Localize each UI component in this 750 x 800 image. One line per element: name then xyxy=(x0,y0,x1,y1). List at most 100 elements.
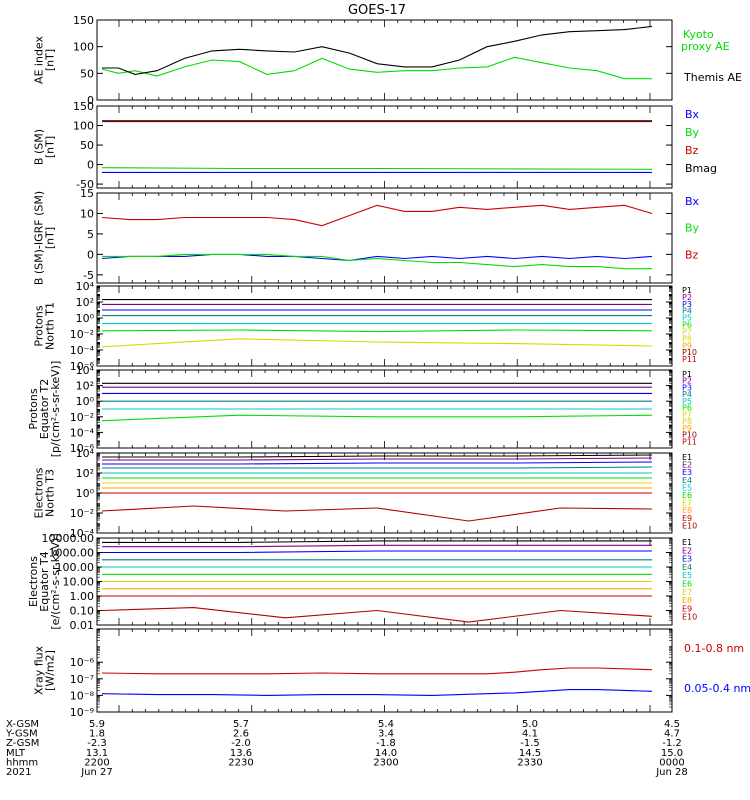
y-axis-label: Equator T4 xyxy=(38,551,51,611)
legend-item: E3 xyxy=(682,468,692,477)
footer-cell: 2330 xyxy=(517,757,542,768)
y-tick-label: 10⁻⁴ xyxy=(70,426,95,439)
footer-cell: -2.0 xyxy=(231,738,251,749)
footer-cell: 1.8 xyxy=(89,729,105,740)
chart-title: GOES-17 xyxy=(348,3,406,18)
y-tick-label: 10⁴ xyxy=(76,447,95,460)
legend-item: E6 xyxy=(682,491,692,500)
legend-item: E3 xyxy=(682,555,692,564)
footer-cell: 5.9 xyxy=(89,719,105,730)
y-tick-label: 1000.00 xyxy=(49,547,95,560)
legend-item: P4 xyxy=(682,390,692,399)
y-tick-label: 100 xyxy=(73,41,94,54)
legend-item: Bx xyxy=(685,108,700,121)
panel-frame xyxy=(96,285,673,367)
legend-item: P10 xyxy=(682,348,697,357)
legend-item: E4 xyxy=(682,563,692,572)
legend-item: E10 xyxy=(682,521,697,530)
y-tick-label: 10⁻⁶ xyxy=(70,360,95,373)
legend-item: P2 xyxy=(682,293,692,302)
panel-frame xyxy=(96,628,673,713)
legend-item: E10 xyxy=(682,613,697,622)
footer-cell: 5.0 xyxy=(522,719,538,730)
y-tick-label: 10⁰ xyxy=(76,487,95,500)
legend-item: E7 xyxy=(682,499,692,508)
legend-item: E8 xyxy=(682,506,692,515)
y-tick-label: 150 xyxy=(73,14,94,27)
y-tick-label: 10⁻⁸ xyxy=(70,689,95,702)
legend-item: E5 xyxy=(682,483,692,492)
legend-item: P9 xyxy=(682,341,692,350)
legend-item: Kyoto xyxy=(683,28,714,41)
y-axis-label: Xray flux xyxy=(33,645,46,695)
y-tick-label: 10⁴ xyxy=(76,280,95,293)
panel-frame xyxy=(96,105,673,189)
legend-item: P8 xyxy=(682,334,692,343)
footer-cell: -1.5 xyxy=(520,738,540,749)
y-tick-label: 10⁻² xyxy=(70,507,94,520)
series-e2 xyxy=(102,544,652,548)
y-tick-label: 150 xyxy=(73,100,94,113)
series-e10 xyxy=(101,607,653,623)
footer-cell: 14.5 xyxy=(519,748,541,759)
series-e1 xyxy=(102,540,652,543)
series-e2 xyxy=(102,457,653,461)
footer-row-label: Z-GSM xyxy=(6,738,39,749)
legend-item: E9 xyxy=(682,604,692,613)
footer-cell: 3.4 xyxy=(378,729,394,740)
legend-item: P3 xyxy=(682,383,692,392)
y-axis-label: [nT] xyxy=(44,136,57,158)
series-bz xyxy=(101,204,653,227)
y-axis-label: B (SM)-IGRF (SM) xyxy=(33,191,46,285)
footer-cell: 4.7 xyxy=(664,729,680,740)
legend-item: E9 xyxy=(682,514,692,523)
y-axis-label: [nT] xyxy=(44,49,57,71)
y-axis-label: Electrons xyxy=(27,556,40,607)
footer-cell: 13.6 xyxy=(230,748,252,759)
y-axis-label: Protons xyxy=(27,388,40,429)
y-tick-label: 10⁴ xyxy=(76,364,95,377)
y-tick-label: 10⁰ xyxy=(76,312,95,325)
y-tick-label: 10.00 xyxy=(63,576,95,589)
footer-row-label: X-GSM xyxy=(6,719,39,730)
legend-item: P3 xyxy=(682,300,692,309)
footer-cell: 0000 xyxy=(659,757,684,768)
y-tick-label: 10⁻² xyxy=(70,328,94,341)
y-tick-label: 10⁻² xyxy=(70,411,94,424)
legend-item: P6 xyxy=(682,321,692,330)
y-tick-label: 100 xyxy=(73,120,94,133)
legend-item: E7 xyxy=(682,588,692,597)
legend-item: P6 xyxy=(682,404,692,413)
panel-b_sm: -50 0 50 100 150 B (SM)[nT] Bx By Bz Bmag xyxy=(33,100,718,191)
y-tick-label: 10⁻⁴ xyxy=(70,344,95,357)
y-axis-label: [e/(cm²-s-sr-keV)] xyxy=(49,533,62,629)
y-axis-label: [p/(cm²-s-sr-keV)] xyxy=(49,361,62,458)
y-axis-label: North T3 xyxy=(44,469,57,517)
footer-row-label: MLT xyxy=(6,748,26,759)
y-tick-label: 1.00 xyxy=(70,590,95,603)
series-bx xyxy=(101,253,653,262)
footer-cell: 2.6 xyxy=(233,729,249,740)
footer-cell: 4.1 xyxy=(522,729,538,740)
y-tick-label: 10⁻⁶ xyxy=(70,442,95,455)
legend-item: P1 xyxy=(682,370,692,379)
footer-cell: 2300 xyxy=(373,757,398,768)
series-p6 xyxy=(101,414,653,422)
y-tick-label: 10⁻⁶ xyxy=(70,656,95,669)
panel-xray: 10⁻⁸ 10⁻⁷ 10⁻⁶ 10⁻⁹ Xray flux[W/m2] 0.1-0.8 n… xyxy=(33,628,750,719)
legend-item: P5 xyxy=(682,397,692,406)
y-tick-label: 5 xyxy=(87,228,94,241)
series-e3 xyxy=(102,461,653,465)
footer-row-label: 2021 xyxy=(6,767,31,778)
legend-item: Bz xyxy=(685,144,699,157)
y-tick-label: -5 xyxy=(83,269,94,282)
footer-row-label: Y-GSM xyxy=(5,729,38,740)
y-tick-label: 0 xyxy=(87,94,94,107)
panel-b_sm_igrf: -5 0 5 10 15 B (SM)-IGRF (SM)[nT] Bx By Bz xyxy=(33,187,700,285)
legend-item: P11 xyxy=(682,437,697,446)
legend-item: E6 xyxy=(682,580,692,589)
y-tick-label: 10⁰ xyxy=(76,395,95,408)
